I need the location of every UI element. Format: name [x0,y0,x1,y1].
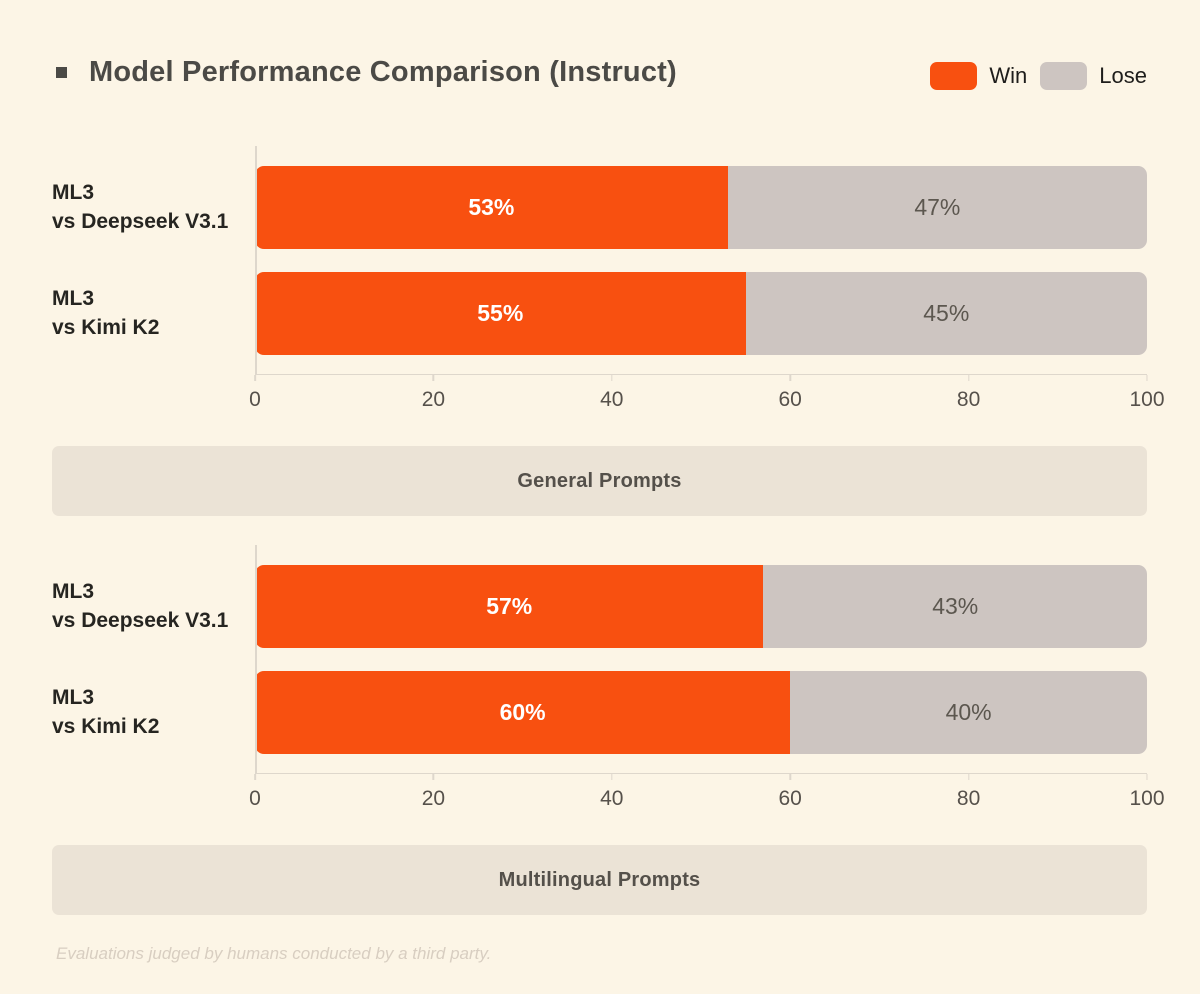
x-axis: 0 20 40 60 80 100 [249,374,1165,419]
legend-item-win: Win [930,62,1027,90]
bar-segment-win: 55% [255,272,746,355]
x-tick-mark [432,774,435,780]
group-banner-multilingual: Multilingual Prompts [52,845,1147,915]
bar-value-label: 60% [499,699,546,725]
x-tick-label: 80 [956,787,981,810]
x-tick-mark [611,375,613,381]
bar-row: ML3 vs Deepseek V3.1 57% 43% [52,565,1147,648]
x-tick-mark [1146,375,1148,381]
x-tick-mark [967,774,970,780]
bar-value-label: 55% [477,300,524,326]
chart-rows: ML3 vs Deepseek V3.1 53% 47% ML3 vs Kimi K2… [52,166,1147,355]
bar-track: 53% 47% [255,166,1147,249]
x-tick-label: 80 [956,388,981,411]
x-tick-mark [611,774,613,780]
bar-segment-lose: 47% [727,166,1147,249]
page-title: Model Performance Comparison (Instruct) [89,56,677,88]
legend-label-win: Win [989,63,1028,88]
bar-value-label: 40% [945,699,992,725]
x-tick: 20 [422,774,445,811]
x-tick: 40 [600,375,623,412]
x-tick: 40 [600,774,623,811]
x-tick: 60 [779,774,802,811]
bar-segment-lose: 45% [745,272,1147,355]
x-tick-mark [254,375,256,381]
bar-segment-win: 60% [255,671,791,754]
bar-row: ML3 vs Deepseek V3.1 53% 47% [52,166,1147,249]
x-tick-label: 40 [600,787,624,810]
footnote: Evaluations judged by humans conducted b… [56,944,492,963]
lose-swatch-icon [1040,62,1088,90]
bar-track: 57% 43% [255,565,1147,648]
category-label: ML3 vs Deepseek V3.1 [52,181,229,233]
bar-track: 60% 40% [255,671,1147,754]
x-tick-mark [789,375,791,381]
bar-value-label: 43% [932,593,979,619]
x-tick-label: 100 [1129,388,1165,411]
bar-value-label: 57% [486,593,533,619]
chart-multilingual-prompts: ML3 vs Deepseek V3.1 57% 43% ML3 vs Kimi K2… [0,545,1200,818]
y-axis-line [255,545,257,774]
x-tick: 0 [249,774,261,811]
x-tick: 80 [957,375,980,412]
bar-row: ML3 vs Kimi K2 60% 40% [52,671,1147,754]
x-tick-label: 60 [778,388,802,411]
legend-label-lose: Lose [1099,63,1147,88]
x-tick-label: 20 [421,787,446,810]
x-tick: 100 [1129,774,1165,811]
x-tick-mark [254,774,256,780]
x-tick-label: 100 [1129,787,1165,810]
bar-row: ML3 vs Kimi K2 55% 45% [52,272,1147,355]
category-label: ML3 vs Deepseek V3.1 [52,580,229,632]
chart-general-prompts: ML3 vs Deepseek V3.1 53% 47% ML3 vs Kimi K2… [0,146,1200,419]
x-tick: 80 [957,774,980,811]
group-banner-label: Multilingual Prompts [498,868,701,891]
bar-segment-win: 53% [255,166,728,249]
x-tick: 100 [1129,375,1165,412]
header: Model Performance Comparison (Instruct) … [0,0,1200,90]
legend-item-lose: Lose [1040,62,1147,90]
group-banner-general: General Prompts [52,446,1147,516]
x-tick-mark [967,375,970,381]
legend: Win Lose [930,62,1147,90]
x-tick-mark [1146,774,1148,780]
bar-value-label: 45% [923,300,970,326]
x-tick-label: 60 [778,787,802,810]
x-tick: 0 [249,375,261,412]
x-tick-mark [432,375,435,381]
x-tick: 20 [422,375,445,412]
bar-segment-lose: 43% [763,565,1147,648]
x-tick-label: 0 [249,388,261,411]
bar-segment-win: 57% [255,565,764,648]
x-tick-mark [789,774,791,780]
square-bullet-icon [56,67,67,78]
x-tick: 60 [779,375,802,412]
x-tick-label: 40 [600,388,624,411]
group-banner-label: General Prompts [517,469,682,492]
category-label: ML3 vs Kimi K2 [52,287,160,339]
x-axis: 0 20 40 60 80 100 [249,773,1165,818]
chart-rows: ML3 vs Deepseek V3.1 57% 43% ML3 vs Kimi K2… [52,565,1147,754]
x-tick-label: 20 [421,388,446,411]
y-axis-line [255,146,257,375]
bar-value-label: 47% [914,194,961,220]
bar-track: 55% 45% [255,272,1147,355]
bar-value-label: 53% [468,194,515,220]
x-tick-label: 0 [249,787,261,810]
win-swatch-icon [930,62,978,90]
category-label: ML3 vs Kimi K2 [52,686,160,738]
bar-segment-lose: 40% [790,671,1147,754]
